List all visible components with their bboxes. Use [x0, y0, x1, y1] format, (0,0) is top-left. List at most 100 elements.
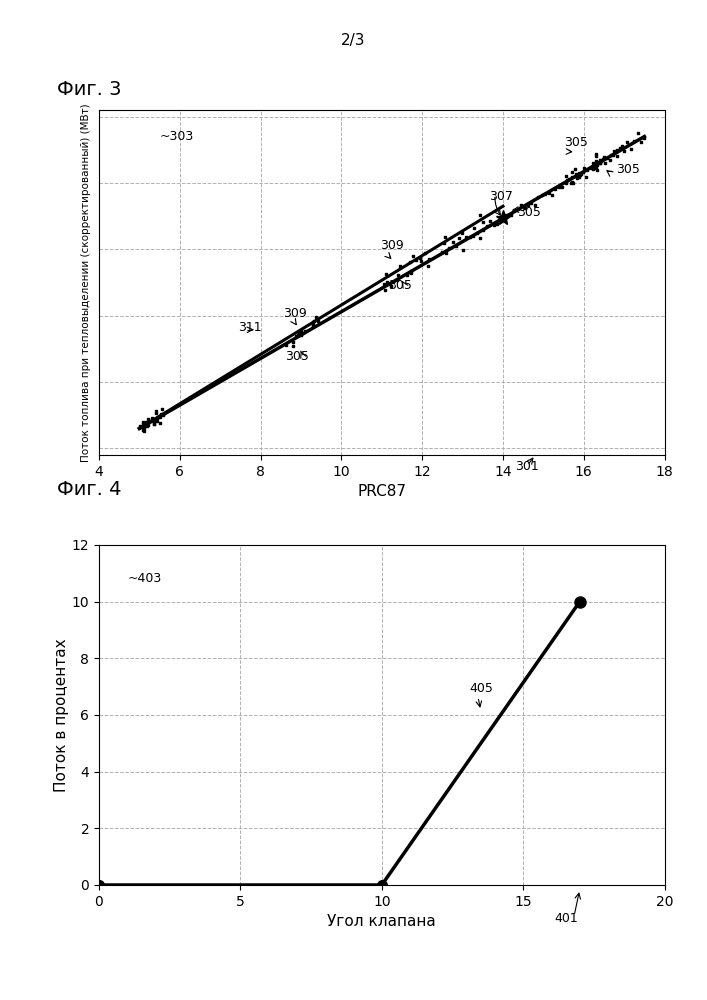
- Point: [158, 407, 169, 423]
- Point: [589, 158, 600, 174]
- Text: 305: 305: [563, 136, 588, 149]
- Point: [571, 170, 583, 186]
- Point: [600, 150, 611, 166]
- Point: [543, 185, 554, 201]
- Point: [464, 229, 475, 245]
- Point: [457, 225, 468, 241]
- Point: [310, 309, 322, 325]
- Point: [401, 267, 412, 283]
- Point: [152, 413, 163, 429]
- Point: [151, 410, 163, 426]
- Point: [138, 420, 149, 436]
- Point: [485, 213, 496, 229]
- Text: 311: 311: [238, 321, 262, 334]
- Point: [495, 213, 506, 229]
- Point: [146, 412, 158, 428]
- Point: [138, 423, 149, 439]
- Point: [157, 406, 168, 422]
- Point: [597, 151, 609, 167]
- Text: Фиг. 3: Фиг. 3: [57, 80, 121, 99]
- Point: [378, 276, 390, 292]
- Point: [625, 141, 636, 157]
- Point: [488, 217, 499, 233]
- Point: [605, 147, 617, 163]
- Point: [502, 207, 513, 223]
- Point: [595, 152, 606, 168]
- Point: [143, 417, 154, 433]
- Point: [296, 327, 307, 343]
- Point: [395, 258, 406, 274]
- Point: [604, 152, 616, 168]
- Text: 401: 401: [554, 912, 578, 925]
- Point: [594, 155, 605, 171]
- Point: [474, 230, 486, 246]
- Point: [599, 155, 610, 171]
- Point: [155, 415, 166, 431]
- Point: [308, 314, 319, 330]
- Point: [491, 216, 503, 232]
- X-axis label: PRC87: PRC87: [357, 484, 407, 499]
- Point: [550, 181, 561, 197]
- Point: [287, 334, 298, 350]
- Point: [440, 245, 452, 261]
- Point: [532, 189, 544, 205]
- Point: [408, 248, 419, 264]
- Point: [563, 171, 575, 187]
- Point: [461, 229, 472, 245]
- Point: [137, 416, 148, 432]
- Point: [575, 166, 587, 182]
- Point: [591, 157, 602, 173]
- Point: [293, 327, 304, 343]
- Point: [618, 143, 629, 159]
- Point: [157, 401, 168, 417]
- Point: [553, 179, 564, 195]
- Text: 2/3: 2/3: [341, 33, 366, 48]
- Point: [591, 162, 602, 178]
- Point: [560, 168, 571, 184]
- Point: [578, 160, 590, 176]
- Point: [405, 263, 416, 279]
- Point: [148, 414, 160, 430]
- Point: [565, 175, 576, 191]
- Point: [415, 253, 426, 269]
- Point: [608, 143, 619, 159]
- Point: [142, 411, 153, 427]
- Point: [151, 410, 162, 426]
- Text: ~403: ~403: [127, 572, 161, 585]
- Point: [146, 410, 158, 426]
- Point: [135, 419, 146, 435]
- Text: 305: 305: [616, 163, 640, 176]
- Point: [592, 154, 603, 170]
- Point: [443, 240, 455, 256]
- Point: [580, 169, 592, 185]
- Point: [379, 282, 390, 298]
- Point: [391, 272, 402, 288]
- Point: [612, 148, 623, 164]
- Point: [454, 230, 465, 246]
- Point: [621, 134, 633, 150]
- Point: [526, 195, 537, 211]
- Point: [137, 422, 148, 438]
- Point: [478, 222, 489, 238]
- Point: [469, 220, 480, 236]
- Point: [386, 278, 397, 294]
- Point: [148, 416, 160, 432]
- Point: [566, 169, 578, 185]
- Point: [308, 313, 319, 329]
- Point: [636, 134, 647, 150]
- Point: [571, 166, 582, 182]
- Point: [287, 338, 298, 354]
- Point: [477, 214, 489, 230]
- Point: [137, 414, 148, 430]
- Point: [498, 207, 510, 223]
- Point: [439, 235, 450, 251]
- Point: [134, 418, 146, 434]
- Point: [588, 161, 599, 177]
- Point: [457, 242, 469, 258]
- Point: [154, 409, 165, 425]
- Point: [300, 323, 311, 339]
- Point: [481, 218, 493, 234]
- Point: [597, 152, 608, 168]
- Point: [529, 197, 540, 213]
- Point: [406, 265, 417, 281]
